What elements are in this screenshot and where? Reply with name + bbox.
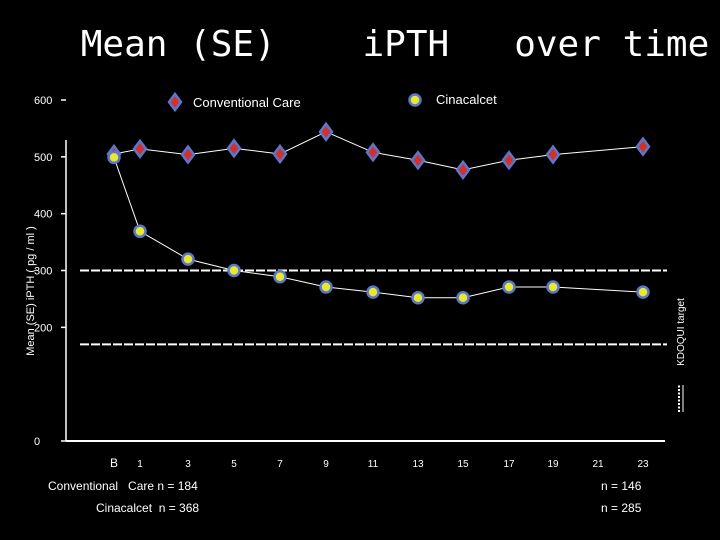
data-point-2	[181, 252, 195, 266]
data-point-1	[410, 150, 426, 171]
y-tick-label: 600	[34, 95, 52, 107]
cinacalcet-n-end-label: n = 285	[601, 501, 642, 515]
data-point-1	[455, 159, 471, 181]
x-tick-label: 19	[547, 459, 559, 470]
chart-title: Mean (SE) iPTH over time	[80, 24, 710, 65]
data-point-2	[636, 285, 650, 299]
data-point-1	[635, 136, 651, 157]
data-point-2	[319, 280, 333, 294]
x-tick-label: 21	[592, 459, 604, 470]
data-point-1	[272, 143, 288, 165]
conventional-n-label: Conventional Care n = 184	[48, 479, 198, 493]
data-point-2	[546, 280, 560, 294]
data-point-1	[132, 138, 148, 159]
x-tick-label: 7	[277, 459, 283, 470]
data-point-1	[545, 144, 561, 165]
legend-label-1: Conventional Care	[193, 95, 301, 110]
x-tick-label: 23	[637, 459, 649, 470]
y-tick-label: 400	[34, 209, 52, 221]
data-point-2	[502, 280, 516, 294]
data-point-2	[227, 263, 241, 278]
x-tick-label: 5	[231, 459, 237, 470]
y-tick-label: 300	[34, 266, 52, 278]
x-tick-label: 13	[412, 459, 424, 470]
data-point-1	[365, 142, 381, 163]
series-line-2	[113, 157, 644, 299]
data-point-2	[411, 291, 425, 305]
x-tick-label: 15	[457, 459, 469, 470]
data-point-1	[226, 138, 242, 159]
series-line-1	[113, 131, 644, 171]
data-point-1	[318, 121, 334, 142]
y-tick-label: 500	[34, 152, 52, 164]
y-tick-label: 200	[34, 322, 52, 334]
data-point-1	[180, 144, 196, 165]
cinacalcet-n-label: Cinacalcet n = 368	[96, 501, 200, 515]
data-point-2	[133, 224, 147, 239]
data-point-2	[456, 291, 470, 305]
conventional-n-end-label: n = 146	[601, 479, 642, 493]
data-point-2	[107, 150, 121, 165]
x-tick-label: 9	[323, 459, 329, 470]
x-tick-label: B	[110, 456, 118, 470]
y-axis-label: Mean (SE) iPTH ( pg / ml )	[25, 226, 37, 356]
legend-marker-1	[167, 91, 183, 113]
x-tick-label: 3	[185, 459, 191, 470]
reference-legend-label: KDOQUI target	[676, 298, 687, 366]
x-tick-label: 1	[137, 459, 143, 470]
data-point-2	[366, 285, 380, 299]
legend-label-2: Cinacalcet	[436, 92, 497, 107]
x-tick-label: 17	[503, 459, 515, 470]
y-tick-label: 0	[34, 436, 40, 448]
legend-marker-2	[408, 93, 422, 107]
data-point-2	[273, 270, 287, 284]
data-point-1	[501, 150, 517, 171]
x-tick-label: 11	[368, 459, 379, 470]
